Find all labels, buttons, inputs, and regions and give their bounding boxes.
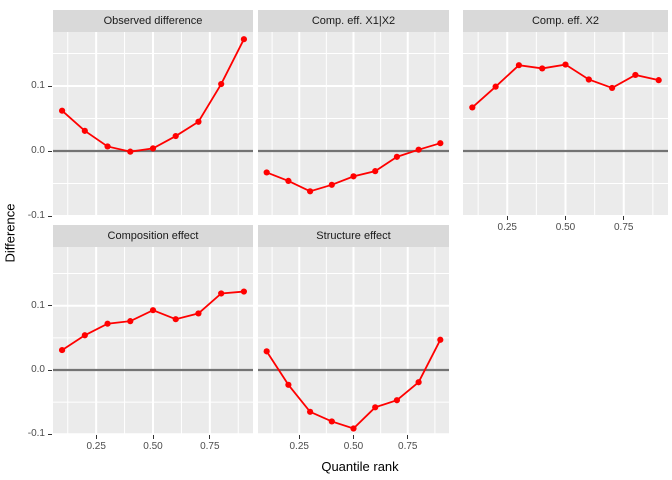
y-tick-mark	[48, 215, 52, 217]
data-point	[195, 118, 202, 125]
y-tick-label: -0.1	[27, 428, 45, 440]
data-point	[539, 65, 546, 72]
data-point	[306, 188, 314, 195]
data-point	[263, 348, 270, 355]
facet-panel	[53, 247, 253, 435]
x-tick-mark	[506, 216, 508, 220]
x-tick-label: 0.25	[289, 441, 309, 452]
data-point	[350, 173, 357, 180]
data-point	[306, 408, 314, 415]
data-point	[415, 146, 422, 153]
data-point	[372, 168, 379, 175]
x-axis-title: Quantile rank	[321, 459, 399, 474]
data-point	[632, 71, 639, 79]
facet-strip: Structure effect	[258, 225, 449, 247]
y-tick-label: 0.1	[31, 80, 45, 91]
data-point	[608, 84, 616, 92]
data-point	[655, 77, 662, 84]
x-tick-label: 0.75	[398, 441, 418, 452]
data-point	[585, 76, 592, 83]
x-tick-mark	[407, 435, 409, 439]
facet-strip: Composition effect	[53, 225, 253, 247]
data-point	[350, 425, 357, 432]
data-point	[58, 107, 66, 114]
data-point	[415, 379, 422, 386]
data-point	[263, 169, 270, 176]
facet-panel	[258, 32, 449, 216]
data-point	[195, 310, 202, 317]
x-tick-mark	[353, 435, 354, 439]
data-point	[218, 80, 225, 88]
y-tick-mark	[48, 150, 52, 152]
data-point	[515, 62, 523, 69]
data-point	[172, 132, 179, 140]
y-tick-label: 0.1	[31, 299, 45, 311]
data-point	[437, 336, 444, 343]
data-point	[240, 288, 248, 295]
data-point	[58, 346, 66, 354]
x-tick-mark	[152, 435, 154, 439]
y-tick-label: -0.1	[27, 210, 45, 221]
x-tick-mark	[298, 435, 300, 439]
x-tick-label: 0.25	[86, 441, 106, 452]
x-tick-mark	[95, 435, 97, 439]
data-point	[172, 316, 179, 323]
data-point	[81, 332, 88, 339]
data-point	[469, 104, 476, 111]
x-tick-label: 0.75	[614, 222, 634, 233]
data-point	[81, 127, 88, 134]
x-tick-label: 0.50	[143, 441, 163, 452]
data-point	[127, 148, 134, 155]
facet-panel	[53, 32, 253, 216]
x-tick-label: 0.50	[555, 222, 576, 233]
x-tick-mark	[209, 435, 211, 439]
x-tick-label: 0.25	[497, 222, 517, 233]
data-point	[562, 61, 569, 68]
y-tick-mark	[48, 305, 52, 307]
data-point	[328, 181, 335, 188]
data-point	[328, 418, 335, 425]
x-tick-label: 0.75	[200, 441, 220, 452]
data-point	[149, 307, 157, 314]
y-tick-label: 0.0	[31, 145, 45, 156]
data-point	[104, 320, 111, 327]
y-tick-mark	[48, 85, 52, 87]
data-point	[393, 153, 401, 160]
data-point	[372, 404, 379, 411]
y-tick-label: 0.0	[31, 364, 45, 375]
data-point	[104, 143, 111, 150]
data-point	[492, 83, 499, 90]
y-tick-mark	[48, 369, 52, 371]
y-tick-mark	[48, 433, 52, 435]
data-point	[127, 318, 134, 325]
x-tick-mark	[565, 216, 566, 220]
facet-panel	[258, 247, 449, 435]
facet-strip: Observed difference	[53, 10, 253, 32]
data-point	[393, 397, 401, 404]
data-point	[285, 177, 292, 184]
data-point	[285, 381, 292, 388]
data-point	[218, 290, 225, 297]
data-point	[240, 36, 248, 43]
data-point	[437, 140, 444, 147]
x-tick-label: 0.50	[343, 441, 364, 452]
facet-strip: Comp. eff. X2	[463, 10, 668, 32]
facet-strip: Comp. eff. X1|X2	[258, 10, 449, 32]
x-tick-mark	[623, 216, 625, 220]
data-point	[149, 145, 157, 152]
facet-panel	[463, 32, 668, 216]
